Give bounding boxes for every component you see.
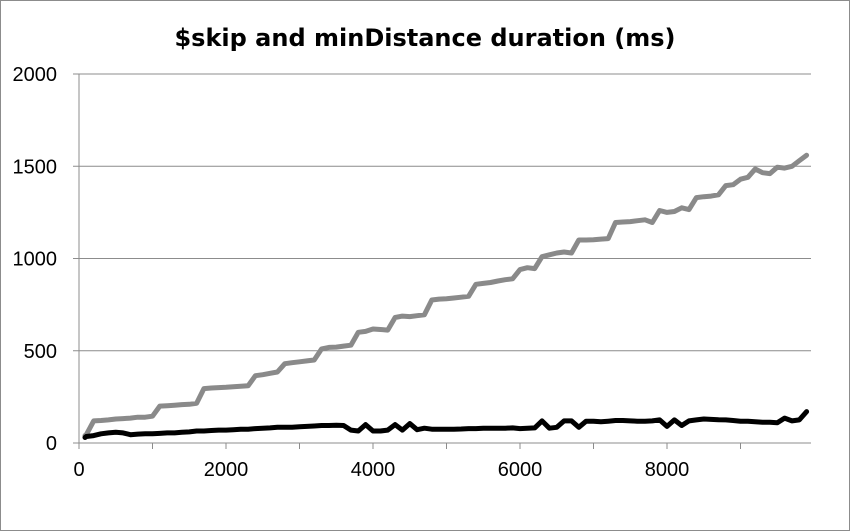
- x-tick-label: 4000: [351, 459, 396, 481]
- y-tick-label: 500: [24, 341, 57, 363]
- y-tick-label: 1000: [13, 249, 58, 271]
- series-lines: [82, 152, 810, 440]
- y-tick-label: 2000: [13, 64, 58, 86]
- y-axis-ticks: 0 500 1000 1500 2000: [13, 64, 58, 455]
- y-tick-label: 1500: [13, 156, 58, 178]
- series-line-2: [82, 409, 810, 440]
- x-tick-label: 2000: [204, 459, 249, 481]
- x-axis-ticks: 0 2000 4000 6000 8000: [73, 443, 741, 481]
- series-line-1: [82, 152, 810, 439]
- y-tick-label: 0: [46, 433, 57, 455]
- x-tick-label: 0: [73, 459, 84, 481]
- chart-title: $skip and minDistance duration (ms): [174, 24, 675, 52]
- x-tick-label: 8000: [645, 459, 690, 481]
- gridlines: [79, 73, 811, 352]
- x-tick-label: 6000: [498, 459, 543, 481]
- axes: [73, 73, 811, 444]
